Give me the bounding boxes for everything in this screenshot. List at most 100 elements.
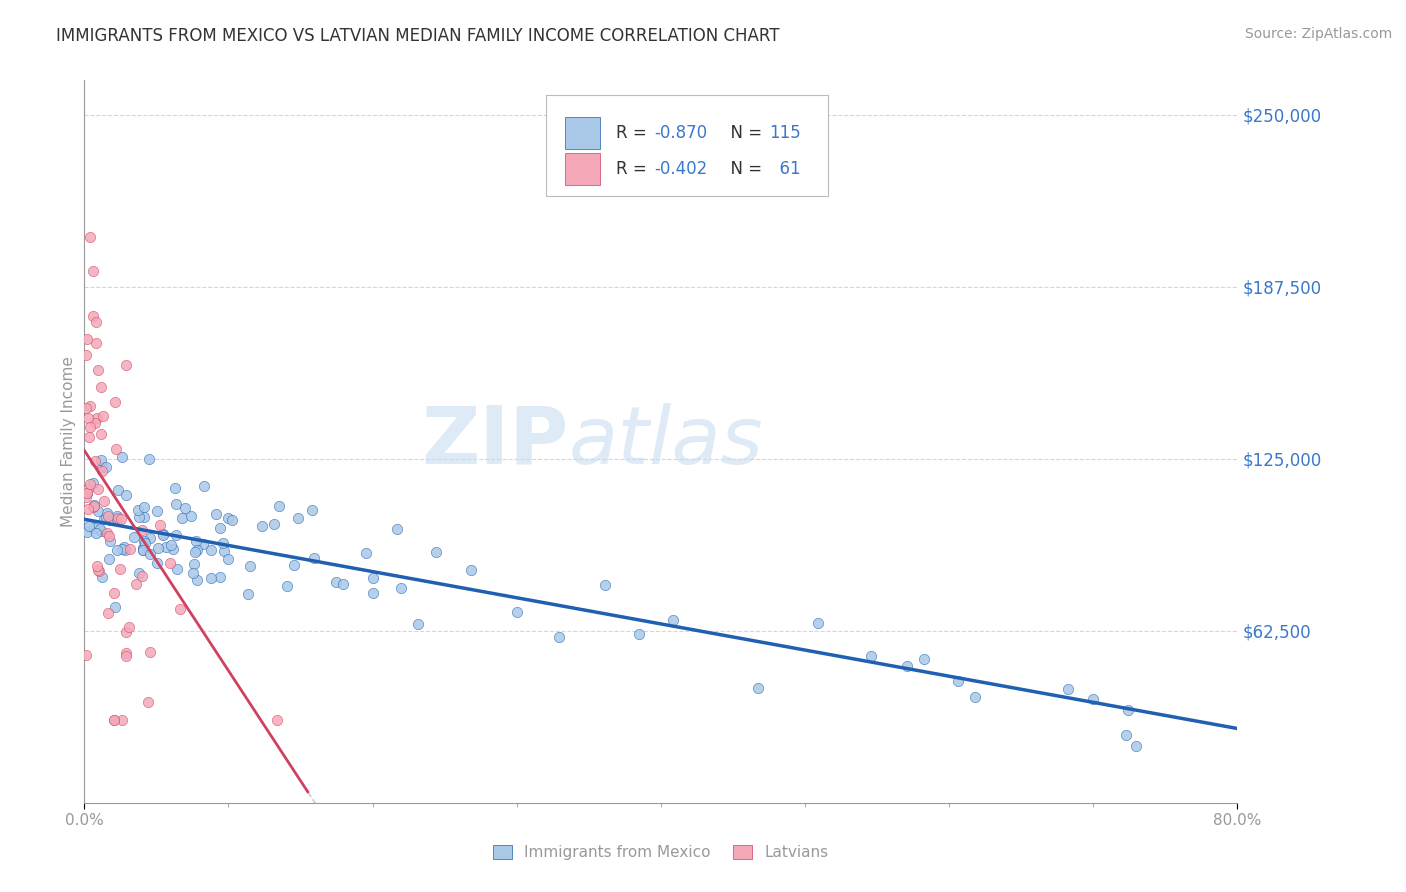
Point	[76, 486, 98, 500]
Point	[183, 545, 205, 559]
Point	[139, 645, 162, 659]
Point	[354, 546, 377, 560]
Point	[896, 658, 918, 673]
Point	[146, 503, 169, 517]
Text: N =: N =	[720, 161, 768, 178]
Point	[1125, 739, 1147, 753]
Point	[139, 531, 162, 545]
Point	[217, 551, 239, 566]
Point	[75, 401, 97, 415]
Point	[269, 499, 291, 513]
Text: atlas: atlas	[568, 402, 763, 481]
Point	[165, 497, 187, 511]
Point	[90, 453, 112, 467]
Point	[169, 602, 191, 616]
Point	[77, 518, 100, 533]
Point	[82, 264, 104, 278]
Point	[83, 454, 105, 468]
Point	[115, 359, 138, 373]
Point	[82, 309, 104, 323]
Point	[406, 616, 429, 631]
Point	[332, 577, 354, 591]
Point	[91, 409, 114, 423]
Point	[91, 464, 114, 478]
Point	[1116, 702, 1139, 716]
Point	[1057, 682, 1080, 697]
Point	[98, 534, 121, 549]
Point	[361, 586, 384, 600]
Point	[132, 500, 155, 515]
Point	[200, 570, 222, 584]
Point	[302, 550, 325, 565]
Text: -0.402: -0.402	[654, 161, 707, 178]
Point	[747, 681, 769, 695]
Point	[180, 508, 202, 523]
Point	[89, 564, 111, 578]
Point	[160, 538, 183, 552]
Text: R =: R =	[616, 124, 652, 142]
Point	[75, 648, 97, 663]
Point	[97, 508, 120, 523]
Point	[186, 542, 208, 557]
Point	[84, 417, 107, 431]
Point	[132, 541, 155, 555]
Point	[118, 542, 141, 557]
Point	[89, 523, 111, 537]
Point	[96, 526, 118, 541]
Point	[181, 566, 204, 580]
Point	[103, 586, 125, 600]
Legend: Immigrants from Mexico, Latvians: Immigrants from Mexico, Latvians	[494, 845, 828, 860]
Point	[111, 541, 134, 556]
Point	[325, 575, 347, 590]
Point	[1115, 728, 1137, 742]
Point	[97, 607, 120, 621]
Text: 115: 115	[769, 124, 801, 142]
Point	[128, 509, 150, 524]
Point	[132, 533, 155, 548]
Point	[83, 521, 105, 535]
Point	[104, 599, 127, 614]
Text: N =: N =	[720, 124, 768, 142]
Point	[77, 430, 100, 444]
Point	[110, 511, 132, 525]
Point	[77, 411, 100, 425]
Point	[93, 494, 115, 508]
Point	[807, 615, 830, 630]
Point	[217, 511, 239, 525]
Point	[86, 558, 108, 573]
Point	[76, 486, 98, 500]
Point	[1081, 692, 1104, 706]
Point	[628, 627, 651, 641]
Point	[114, 646, 136, 660]
Point	[183, 557, 205, 571]
Point	[87, 504, 110, 518]
Point	[77, 502, 100, 516]
Point	[252, 519, 274, 533]
Point	[128, 566, 150, 580]
Text: ZIP: ZIP	[422, 402, 568, 481]
Point	[593, 578, 616, 592]
Point	[138, 452, 160, 467]
Point	[266, 713, 288, 727]
Point	[193, 479, 215, 493]
Text: R =: R =	[616, 161, 652, 178]
Point	[159, 557, 181, 571]
Point	[77, 482, 100, 496]
Point	[387, 522, 409, 536]
Point	[162, 542, 184, 557]
Point	[276, 579, 298, 593]
Point	[212, 535, 235, 549]
Point	[84, 335, 107, 350]
Point	[283, 558, 305, 572]
Point	[221, 513, 243, 527]
Bar	[565, 117, 600, 149]
Point	[91, 570, 114, 584]
Point	[239, 559, 262, 574]
Point	[184, 533, 207, 548]
Y-axis label: Median Family Income: Median Family Income	[60, 356, 76, 527]
Point	[93, 512, 115, 526]
Point	[166, 562, 188, 576]
FancyBboxPatch shape	[546, 95, 828, 196]
Point	[97, 552, 120, 566]
Point	[104, 395, 127, 409]
